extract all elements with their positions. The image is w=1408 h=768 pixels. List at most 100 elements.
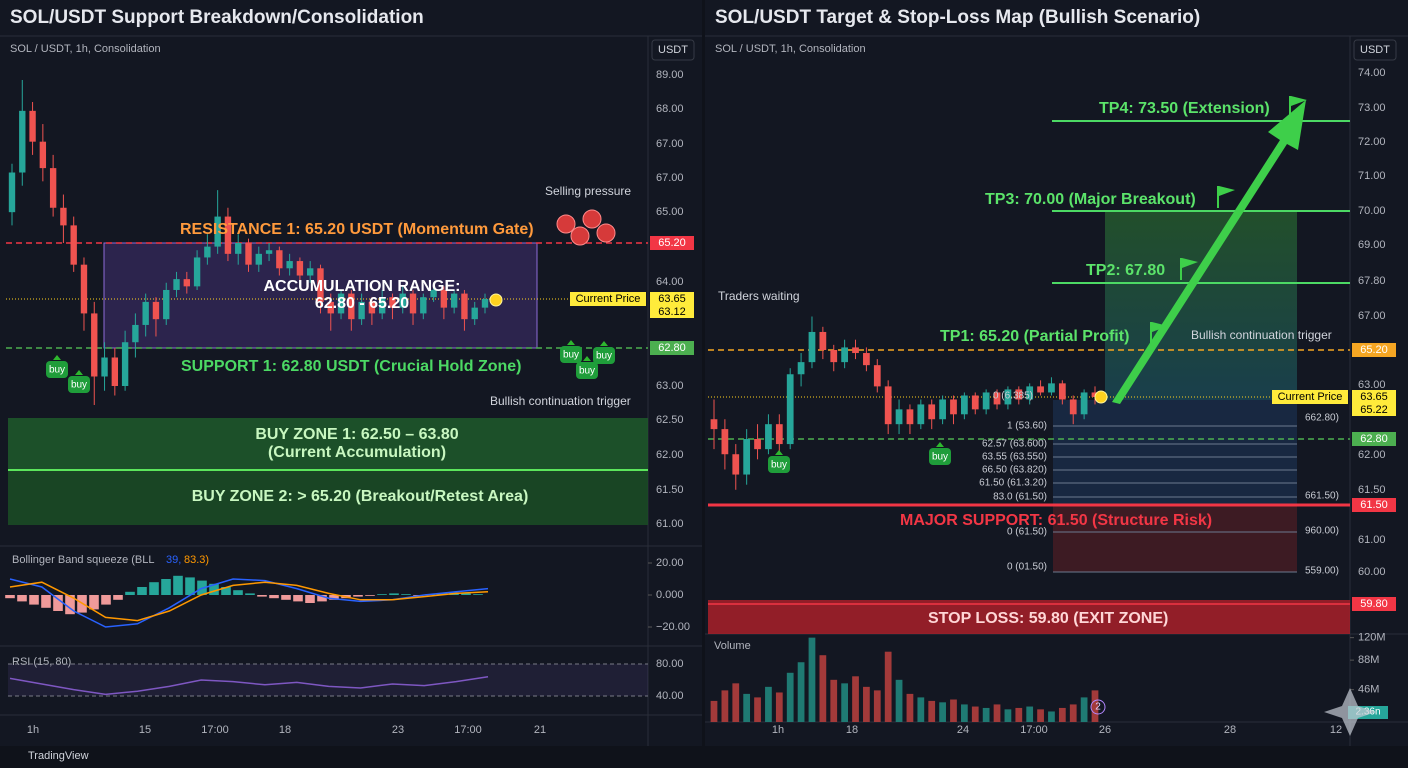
- current-price-box: [1272, 390, 1348, 404]
- badge: [1090, 699, 1106, 715]
- x-tick-label: 26: [1099, 724, 1111, 736]
- candle-body: [841, 347, 849, 363]
- candle-body: [982, 392, 990, 410]
- volume-bar: [993, 704, 1001, 722]
- histogram-bar: [365, 595, 375, 596]
- candle-body: [276, 250, 283, 269]
- candle-body: [296, 261, 304, 276]
- volume-bar: [873, 690, 881, 722]
- price-axis-label: 69.00: [1358, 239, 1386, 251]
- chart-title: SOL/USDT Support Breakdown/Consolidation: [10, 7, 424, 28]
- y-tick-label: 80.00: [656, 658, 684, 670]
- fib-label: 61.50 (61.3.20): [979, 478, 1047, 489]
- candle-body: [1048, 383, 1055, 393]
- histogram-bar: [209, 583, 219, 595]
- histogram-bar: [377, 594, 387, 595]
- candle-body: [358, 301, 365, 320]
- price-axis-label: 62.00: [656, 449, 684, 461]
- annotation: BUY ZONE 1: 62.50 – 63.80: [255, 426, 458, 443]
- candle-body: [884, 386, 892, 425]
- x-tick-label: 1h: [772, 724, 784, 736]
- candle-body: [70, 225, 77, 265]
- price-axis-label: 67.00: [656, 138, 684, 150]
- price-tag-label: 65.22: [1360, 404, 1388, 416]
- price-axis-label: 63.00: [656, 380, 684, 392]
- price-axis-label: 67.80: [1358, 275, 1386, 287]
- fib-label: 559.00): [1305, 566, 1339, 577]
- volume-bar: [754, 697, 761, 722]
- volume-bar: [786, 672, 794, 722]
- histogram-bar: [89, 595, 99, 610]
- indicator-label: Bollinger Band squeeze (BLL: [12, 554, 154, 566]
- x-tick-label: 23: [392, 724, 404, 736]
- annotation: 62.80 - 65.20: [315, 295, 409, 312]
- fib-label: 661.50): [1305, 491, 1339, 502]
- volume-bar: [819, 655, 827, 722]
- histogram-bar: [269, 595, 279, 599]
- buy-arrow: [75, 370, 83, 375]
- candle-body: [111, 357, 119, 386]
- volume-bar: [895, 679, 903, 722]
- volume-bar: [906, 693, 914, 722]
- volume-bar: [971, 706, 979, 722]
- candle-body: [873, 365, 881, 387]
- fib-label: 1 (53.60): [1007, 421, 1047, 432]
- x-tick-label: 1h: [27, 724, 39, 736]
- annotation: BUY ZONE 2: > 65.20 (Breakout/Retest Are…: [192, 488, 529, 505]
- histogram-bar: [41, 595, 51, 608]
- candle-body: [19, 110, 26, 173]
- fib-label: 0 (61.50): [1007, 527, 1047, 538]
- price-tag: [1352, 597, 1396, 611]
- volume-bar: [982, 707, 990, 722]
- volume-bar: [863, 686, 870, 722]
- candle-body: [337, 293, 345, 314]
- buy-badge: [576, 362, 598, 379]
- histogram-bar: [257, 595, 267, 597]
- candle-body: [235, 243, 242, 254]
- annotation: Selling pressure: [545, 184, 631, 198]
- price-axis-label: 71.00: [1358, 170, 1386, 182]
- histogram-bar: [293, 595, 303, 602]
- volume-bar: [1015, 707, 1023, 722]
- candle-body: [8, 172, 16, 213]
- candle-body: [204, 246, 211, 258]
- candle-body: [245, 243, 252, 265]
- histogram-bar: [161, 579, 171, 595]
- histogram-bar: [473, 594, 483, 595]
- fib-label: 63.55 (63.550): [982, 452, 1047, 463]
- x-tick-label: 17:00: [1020, 724, 1048, 736]
- y-tick-label: 120M: [1358, 632, 1386, 644]
- price-axis-label: 64.00: [656, 276, 684, 288]
- price-axis-label: 65.00: [656, 206, 684, 218]
- histogram-bar: [173, 575, 183, 595]
- histogram-bar: [221, 587, 231, 595]
- x-tick-label: 18: [279, 724, 291, 736]
- histogram-bar: [125, 591, 135, 595]
- indicator-param: 83.3): [184, 554, 209, 566]
- candle-body: [265, 250, 273, 254]
- price-tag-label: 63.65: [1360, 391, 1388, 403]
- buy-arrow: [583, 356, 591, 361]
- band-line: [9, 578, 489, 628]
- x-tick-label: 18: [846, 724, 858, 736]
- buy-badge: [560, 346, 582, 363]
- selling-icons: [556, 209, 616, 246]
- candle-body: [389, 297, 396, 308]
- volume-bar: [884, 651, 892, 722]
- badge-label: 2: [1095, 702, 1101, 713]
- histogram-bar: [329, 595, 339, 600]
- histogram-bar: [17, 595, 27, 602]
- histogram-bar: [233, 590, 243, 595]
- rsi-band: [8, 664, 648, 696]
- candle-body: [101, 357, 108, 377]
- subtitle: SOL / USDT, 1h, Consolidation: [10, 43, 161, 55]
- candle-body: [960, 395, 968, 415]
- price-axis-label: 62.00: [1358, 449, 1386, 461]
- candle-body: [1004, 389, 1012, 405]
- candle-body: [29, 110, 36, 142]
- y-tick-label: −20.00: [656, 621, 690, 633]
- candle-body: [255, 253, 262, 265]
- histogram-bar: [101, 595, 111, 605]
- annotation: TP1: 65.20 (Partial Profit): [940, 328, 1129, 345]
- x-tick-label: 12: [1330, 724, 1342, 736]
